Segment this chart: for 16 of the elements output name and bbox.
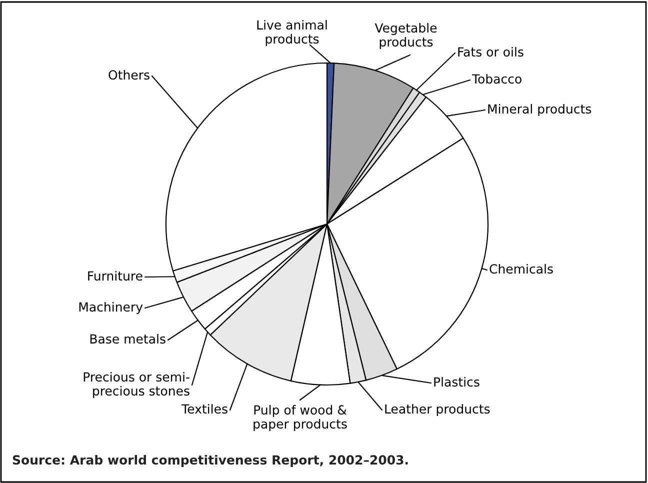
source-note: Source: Arab world competitiveness Report, 2002–2003.: [12, 454, 408, 468]
slice-label: Precious or semi-precious stones: [84, 372, 190, 398]
slice-label: Textiles: [182, 404, 228, 414]
slice-label: Vegetable products: [374, 22, 437, 50]
slice-label: Live animal products: [257, 20, 327, 46]
slice-label: Others: [108, 70, 150, 80]
slice-label: Leather products: [385, 404, 490, 416]
slice-label: Base metals: [90, 334, 166, 344]
slice-label: Machinery: [79, 302, 143, 314]
slice-label: Pulp of wood & paper products: [254, 404, 347, 432]
slice-label: Tobacco: [472, 74, 522, 84]
slice-label: Furniture: [88, 270, 142, 281]
slice-label: Chemicals: [490, 264, 553, 274]
slice-label: Fats or oils: [458, 46, 524, 57]
slice-label: Plastics: [434, 376, 480, 387]
slice-label: Mineral products: [488, 104, 592, 116]
